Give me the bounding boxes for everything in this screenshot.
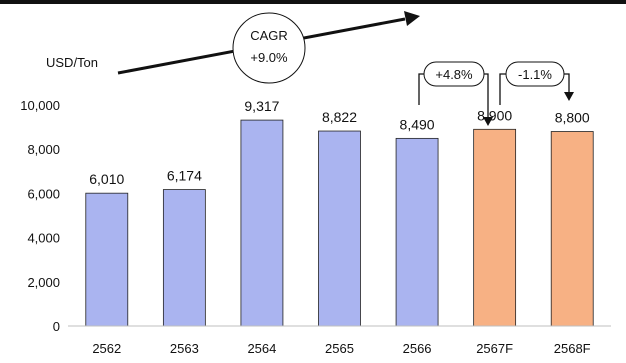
change-2-label: -1.1% (518, 67, 552, 82)
data-label: 8,822 (322, 109, 357, 125)
change-2-arrowhead (564, 92, 574, 101)
x-tick-label: 2562 (92, 341, 121, 356)
y-axis: 0 2,000 4,000 6,000 8,000 10,000 (20, 98, 60, 334)
y-tick-label: 2,000 (27, 275, 60, 290)
change-1-label: +4.8% (435, 67, 473, 82)
bar (395, 137, 439, 327)
bar (318, 130, 361, 327)
y-tick-label: 8,000 (27, 142, 60, 157)
x-axis: 2562 2563 2564 2565 2566 2567F 2568F (92, 341, 590, 356)
data-labels-group: 6,010 6,174 9,317 8,822 8,490 8,900 8,800 (89, 98, 590, 187)
y-tick-label: 6,000 (27, 186, 60, 201)
data-label: 6,174 (167, 168, 202, 184)
data-label: 8,490 (400, 116, 435, 132)
bar (550, 131, 594, 327)
data-label: 6,010 (89, 171, 124, 187)
y-tick-label: 10,000 (20, 98, 60, 113)
bar (162, 189, 206, 327)
cagr-bubble (232, 12, 306, 84)
bar (85, 192, 129, 327)
x-tick-label: 2564 (247, 341, 276, 356)
x-tick-label: 2567F (476, 341, 513, 356)
data-label: 9,317 (244, 98, 279, 114)
bars-group (85, 119, 594, 327)
x-tick-label: 2563 (170, 341, 199, 356)
cagr-value: +9.0% (250, 50, 288, 65)
top-border (0, 0, 626, 4)
x-tick-label: 2566 (403, 341, 432, 356)
bar (473, 128, 517, 327)
y-tick-label: 4,000 (27, 231, 60, 246)
cagr-trend-arrowhead (404, 11, 420, 26)
change-1-bubble (423, 61, 485, 87)
x-tick-label: 2568F (554, 341, 591, 356)
data-label: 8,800 (555, 110, 590, 126)
x-tick-label: 2565 (325, 341, 354, 356)
y-tick-label: 0 (53, 319, 60, 334)
cagr-title: CAGR (250, 28, 288, 43)
bar (240, 119, 284, 327)
data-label: 8,900 (477, 107, 512, 123)
change-1-arrowhead (483, 117, 493, 126)
change-2-bubble (505, 61, 565, 87)
y-axis-label: USD/Ton (46, 55, 98, 70)
